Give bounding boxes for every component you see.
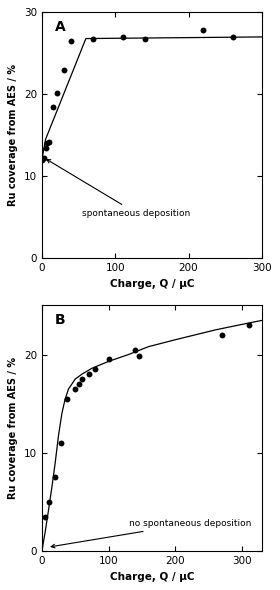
X-axis label: Charge, Q / μC: Charge, Q / μC: [109, 572, 194, 582]
Point: [201, 25, 206, 35]
Point: [42, 153, 46, 163]
X-axis label: Charge, Q / μC: Charge, Q / μC: [109, 278, 194, 289]
Point: [43, 512, 47, 522]
Point: [91, 34, 95, 43]
Point: [133, 345, 137, 355]
Point: [58, 438, 63, 448]
Point: [65, 394, 69, 404]
Point: [43, 143, 48, 152]
Point: [53, 473, 57, 482]
Point: [51, 102, 55, 112]
Point: [142, 34, 147, 43]
Text: spontaneous deposition: spontaneous deposition: [47, 159, 190, 218]
Point: [45, 139, 49, 148]
Text: A: A: [55, 19, 66, 34]
Text: B: B: [55, 313, 66, 327]
Point: [54, 88, 59, 97]
Point: [40, 155, 44, 165]
Point: [120, 32, 125, 42]
Point: [69, 37, 73, 46]
Point: [80, 375, 84, 384]
Y-axis label: Ru coverage from AES / %: Ru coverage from AES / %: [8, 64, 18, 206]
Y-axis label: Ru coverage from AES / %: Ru coverage from AES / %: [8, 358, 18, 499]
Point: [76, 379, 81, 389]
Point: [62, 65, 66, 74]
Point: [106, 355, 111, 364]
Point: [86, 369, 91, 379]
Point: [136, 352, 141, 361]
Point: [93, 365, 97, 374]
Point: [230, 32, 235, 42]
Point: [47, 137, 52, 146]
Point: [73, 384, 78, 394]
Text: no spontaneous deposition: no spontaneous deposition: [51, 519, 251, 548]
Point: [220, 330, 224, 340]
Point: [246, 320, 251, 330]
Point: [46, 497, 51, 507]
